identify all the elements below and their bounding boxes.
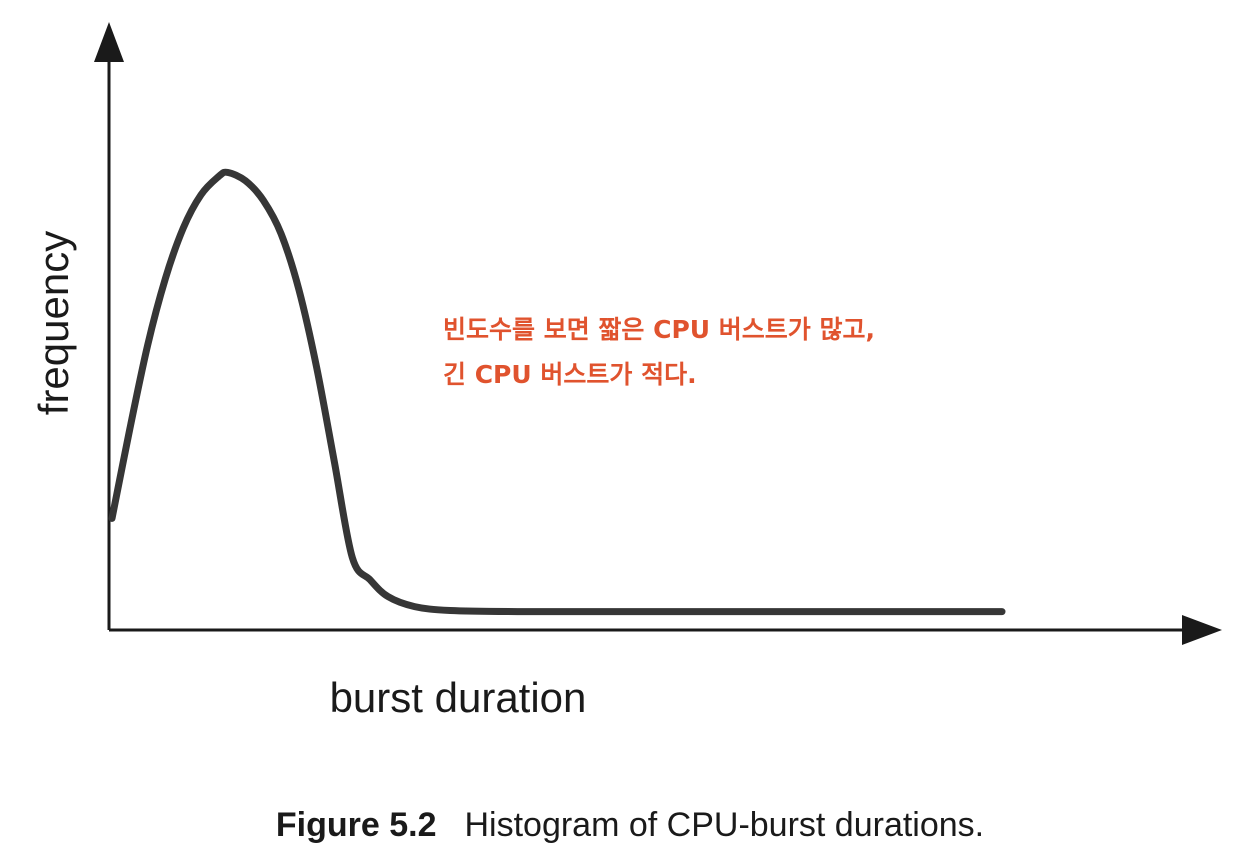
y-axis-arrow bbox=[94, 22, 124, 62]
figure-caption-text: Histogram of CPU-burst durations. bbox=[464, 806, 985, 844]
annotation-line-1: 빈도수를 보면 짧은 CPU 버스트가 많고, bbox=[443, 315, 875, 344]
x-axis-label: burst duration bbox=[330, 674, 587, 721]
x-axis-arrow bbox=[1182, 615, 1222, 645]
figure-caption: Figure 5.2 Histogram of CPU-burst duratio… bbox=[0, 806, 1260, 845]
figure-number: Figure 5.2 bbox=[275, 806, 437, 844]
annotation-line-2: 긴 CPU 버스트가 적다. bbox=[443, 360, 697, 389]
y-axis-label: frequency bbox=[30, 231, 77, 415]
series-line bbox=[108, 168, 1006, 616]
